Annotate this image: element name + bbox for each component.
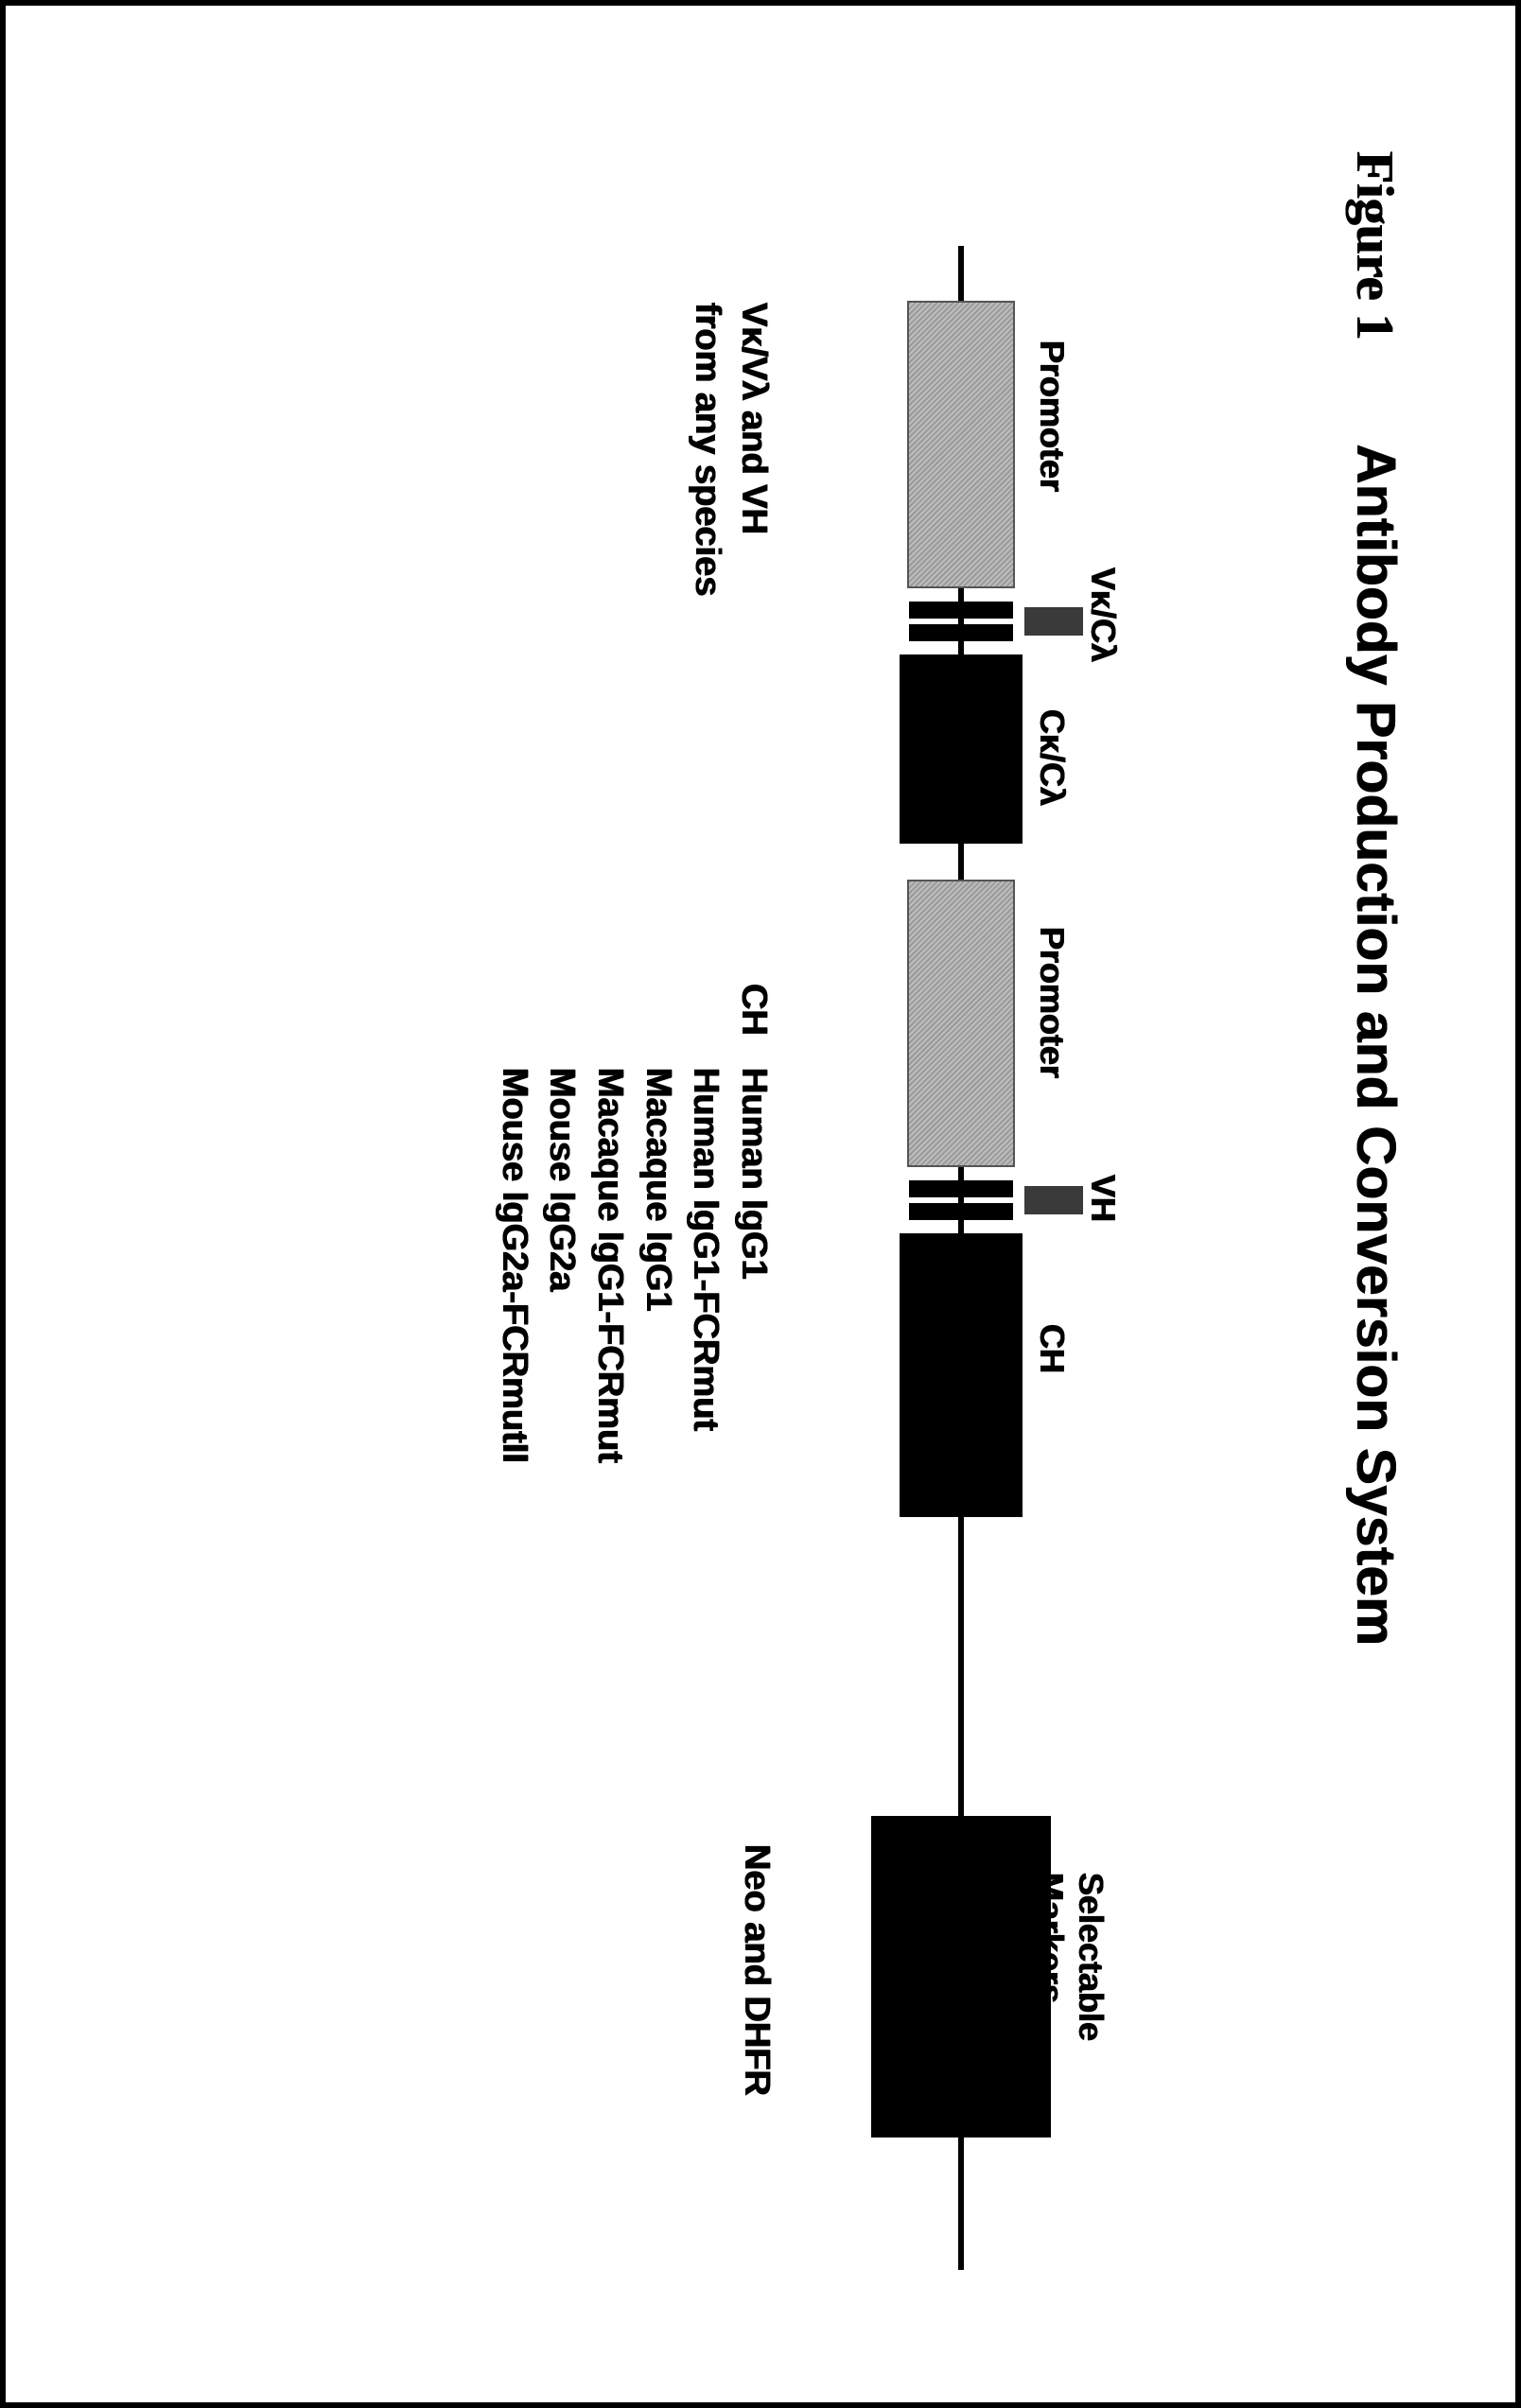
list-vkvlvh-line2: from any species	[683, 303, 729, 596]
block-promoter-2	[909, 881, 1013, 1165]
list-item: Human IgG1-FCRmut	[683, 1068, 729, 1463]
dash-vh	[1024, 1186, 1083, 1214]
dash-vkcl	[1024, 607, 1083, 636]
content-area: Figure 1 Antibody Production and Convers…	[0, 0, 1521, 2408]
list-item: Mouse IgG2a-FCRmutII	[491, 1068, 537, 1463]
list-item: Mouse IgG2a	[539, 1068, 586, 1463]
label-vh: VH	[1083, 1175, 1123, 1222]
block-ckcl	[900, 654, 1023, 844]
construct-diagram: Promoter Vκ/Cλ Cκ/Cλ Promoter VH CH Sele…	[890, 303, 1174, 2270]
construct-top-labels: Promoter Vκ/Cλ Cκ/Cλ Promoter VH CH Sele…	[1032, 303, 1174, 2270]
list-vkvlvh: Vκ/Vλ and VH from any species	[683, 303, 777, 596]
list-item: Macaque IgG1-FCRmut	[587, 1068, 634, 1463]
list-ch-items: Human IgG1 Human IgG1-FCRmut Macaque IgG…	[489, 1068, 777, 1463]
rotated-canvas: Figure 1 Antibody Production and Convers…	[0, 0, 1521, 2408]
label-promoter-1: Promoter	[1032, 340, 1072, 492]
page-frame: Figure 1 Antibody Production and Convers…	[0, 0, 1521, 2408]
list-selectable: Neo and DHFR	[736, 1844, 777, 2096]
list-ch-label: CH	[489, 984, 777, 1036]
list-ch: CH Human IgG1 Human IgG1-FCRmut Macaque …	[489, 984, 777, 1463]
construct-bar	[890, 303, 1032, 2270]
title-row: Figure 1 Antibody Production and Convers…	[1344, 151, 1407, 2295]
figure-label: Figure 1	[1344, 151, 1405, 340]
block-sep-2b	[909, 1203, 1013, 1220]
block-sep-1b	[909, 624, 1013, 641]
list-vkvlvh-line1: Vκ/Vλ and VH	[730, 303, 777, 596]
list-item: Macaque IgG1	[635, 1068, 681, 1463]
label-ch: CH	[1032, 1324, 1072, 1373]
block-sep-2a	[909, 1180, 1013, 1197]
label-promoter-2: Promoter	[1032, 927, 1072, 1078]
block-selectable-markers	[871, 1816, 1051, 2138]
block-sep-1a	[909, 602, 1013, 619]
label-selectable-line1: Selectable	[1072, 1873, 1110, 2041]
block-ch	[900, 1233, 1023, 1517]
block-promoter-1	[909, 303, 1013, 586]
list-item: Human IgG1	[730, 1068, 777, 1463]
page-title: Antibody Production and Conversion Syste…	[1344, 445, 1407, 1647]
label-vkcl: Vκ/Cλ	[1083, 567, 1123, 662]
label-ckcl: Cκ/Cλ	[1032, 709, 1072, 806]
